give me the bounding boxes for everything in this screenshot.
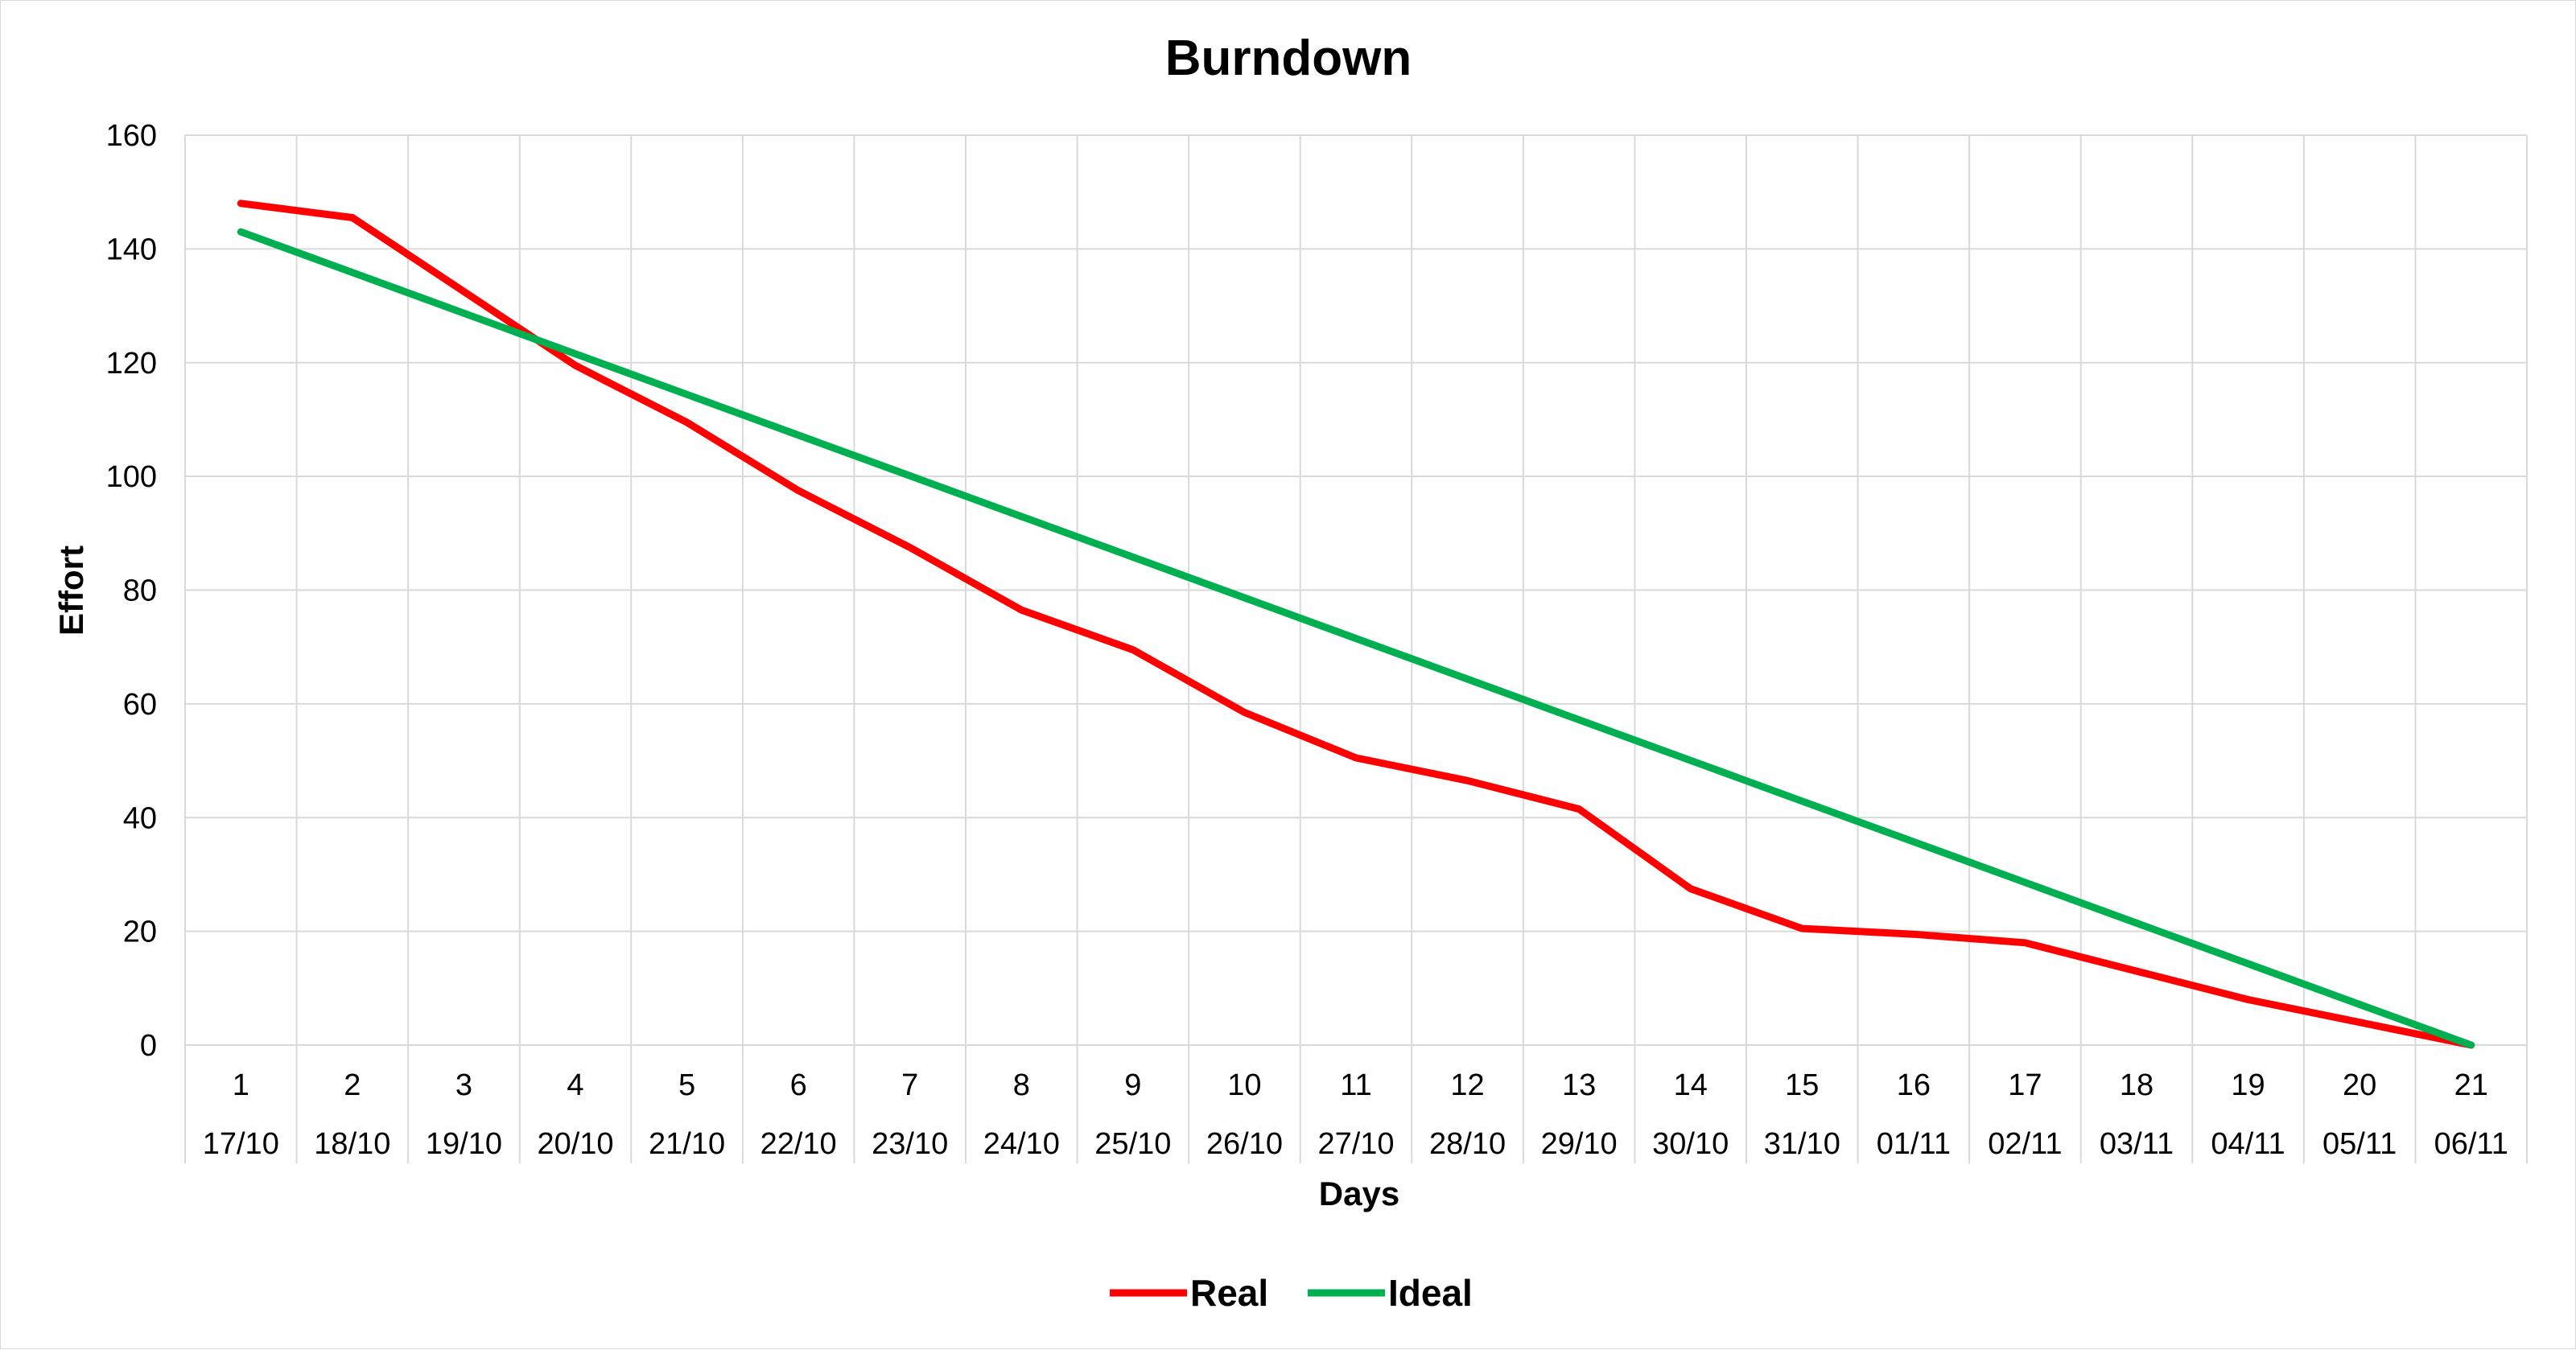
y-tick-label: 40 (123, 801, 157, 835)
x-tick-label-day: 13 (1562, 1068, 1596, 1102)
x-tick-label-day: 19 (2231, 1068, 2265, 1102)
series-line-ideal (237, 228, 2475, 1049)
x-tick-label-day: 2 (344, 1068, 361, 1102)
x-tick-label-date: 31/10 (1764, 1127, 1840, 1161)
x-tick-label-day: 8 (1013, 1068, 1030, 1102)
x-axis-title: Days (1319, 1175, 1399, 1212)
y-tick-label: 100 (106, 460, 157, 494)
x-tick-label-date: 04/11 (2211, 1127, 2285, 1161)
x-tick-label-date: 19/10 (426, 1127, 502, 1161)
x-tick-label-day: 7 (901, 1068, 918, 1102)
x-tick-label-day: 5 (678, 1068, 695, 1102)
x-tick-label-day: 12 (1450, 1068, 1484, 1102)
x-tick-label-day: 14 (1674, 1068, 1708, 1102)
x-axis-ticks: 1 17/10 2 18/10 3 19/10 4 20/10 5 21/10 6 22/10 7 23/… (203, 1068, 2508, 1161)
x-tick-label-date: 06/11 (2434, 1127, 2508, 1161)
x-tick-label-date: 02/11 (1988, 1127, 2062, 1161)
x-tick-label-date: 29/10 (1541, 1127, 1618, 1161)
x-tick-label-date: 17/10 (203, 1127, 279, 1161)
y-tick-label: 60 (123, 688, 157, 722)
y-tick-label: 80 (123, 574, 157, 608)
x-tick-label-day: 4 (567, 1068, 583, 1102)
x-tick-label-date: 18/10 (314, 1127, 390, 1161)
x-tick-label-day: 3 (455, 1068, 472, 1102)
y-tick-label: 160 (106, 119, 157, 153)
y-tick-label: 140 (106, 233, 157, 266)
legend-label-ideal: Ideal (1388, 1272, 1473, 1314)
x-tick-label-date: 27/10 (1317, 1127, 1394, 1161)
y-tick-label: 20 (123, 916, 157, 949)
x-tick-label-date: 24/10 (983, 1127, 1060, 1161)
chart-title: Burndown (1165, 31, 1412, 86)
x-tick-label-day: 9 (1124, 1068, 1141, 1102)
x-tick-label-date: 05/11 (2323, 1127, 2397, 1161)
legend-label-real: Real (1190, 1272, 1268, 1314)
x-tick-label-day: 10 (1227, 1068, 1261, 1102)
x-tick-label-day: 11 (1340, 1068, 1371, 1102)
x-tick-label-date: 22/10 (760, 1127, 837, 1161)
legend: Real Ideal (1110, 1272, 1473, 1314)
x-tick-label-date: 30/10 (1652, 1127, 1729, 1161)
x-tick-label-date: 23/10 (872, 1127, 948, 1161)
x-tick-label-date: 26/10 (1206, 1127, 1283, 1161)
x-tick-label-date: 20/10 (537, 1127, 613, 1161)
x-tick-label-day: 18 (2120, 1068, 2154, 1102)
series-lines (237, 200, 2475, 1049)
gridlines (184, 134, 2528, 1163)
x-tick-label-day: 15 (1785, 1068, 1819, 1102)
x-tick-label-day: 17 (2008, 1068, 2042, 1102)
x-tick-label-date: 03/11 (2100, 1127, 2174, 1161)
x-tick-label-date: 21/10 (649, 1127, 725, 1161)
y-tick-label: 0 (140, 1029, 157, 1063)
y-axis-ticks: 0 20 40 60 80 100 120 140 160 (106, 119, 157, 1063)
y-tick-label: 120 (106, 347, 157, 381)
x-tick-label-day: 16 (1897, 1068, 1931, 1102)
x-tick-label-day: 20 (2343, 1068, 2376, 1102)
x-tick-label-day: 1 (233, 1068, 249, 1102)
x-tick-label-date: 25/10 (1094, 1127, 1171, 1161)
x-tick-label-day: 21 (2454, 1068, 2488, 1102)
x-tick-label-date: 28/10 (1429, 1127, 1506, 1161)
y-axis-title: Effort (52, 545, 90, 636)
x-tick-label-day: 6 (790, 1068, 807, 1102)
x-tick-label-date: 01/11 (1877, 1127, 1951, 1161)
series-line-real (237, 200, 2475, 1049)
